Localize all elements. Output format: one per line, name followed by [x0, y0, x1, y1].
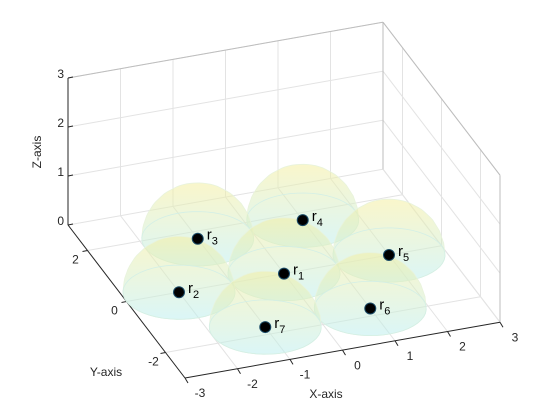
grid-line [165, 296, 481, 353]
x-axis-label: X-axis [309, 387, 342, 401]
point-label-sub: 6 [384, 305, 390, 317]
x-tick-label: 2 [459, 340, 466, 354]
point-label: r2 [188, 280, 199, 301]
point-label-text: r [312, 208, 317, 225]
point [173, 286, 185, 299]
z-tick [67, 76, 74, 79]
point-label-sub: 3 [212, 236, 218, 248]
x-tick-label: 1 [407, 349, 414, 363]
z-tick-label: 3 [57, 67, 64, 81]
point-label: r1 [293, 262, 304, 283]
point-label-sub: 1 [298, 271, 304, 283]
hemisphere-base [208, 299, 322, 355]
x-tick-label: -2 [247, 377, 258, 391]
x-tick [447, 331, 451, 337]
grid-line [67, 70, 384, 128]
point-label-text: r [379, 296, 384, 313]
z-tick-label: 0 [57, 214, 64, 228]
point-label-text: r [274, 315, 279, 332]
point-label-sub: 2 [193, 289, 199, 301]
z-tick-label: 2 [57, 116, 64, 130]
grid-line [67, 119, 384, 177]
x-tick [394, 340, 399, 347]
z-axis-label: Z-axis [30, 136, 44, 169]
grid-line [382, 70, 501, 225]
y-tick-label: -2 [148, 355, 159, 369]
point-label-sub: 4 [317, 217, 323, 229]
point-label-text: r [293, 262, 298, 279]
y-tick [82, 250, 88, 252]
x-tick-label: -3 [195, 386, 206, 400]
point-label-sub: 5 [403, 252, 409, 264]
point-label: r6 [379, 296, 390, 317]
y-tick [160, 352, 166, 354]
x-tick-label: 3 [512, 330, 519, 344]
point-label-sub: 7 [279, 324, 285, 336]
x-tick [342, 349, 346, 356]
x-tick [237, 368, 241, 374]
point-label: r7 [274, 315, 285, 336]
y-tick [121, 301, 127, 303]
x-tick [499, 321, 504, 328]
point [296, 214, 309, 227]
point [259, 321, 272, 334]
z-tick [67, 125, 74, 128]
point [278, 267, 290, 280]
point [364, 302, 377, 315]
point-label: r4 [312, 208, 323, 229]
x-tick [184, 377, 189, 384]
y-tick-label: 2 [72, 253, 79, 267]
point-label-text: r [207, 227, 212, 244]
point-label-text: r [188, 280, 193, 297]
box-edge [382, 21, 501, 176]
x-tick [289, 359, 294, 365]
grid-line [382, 119, 501, 274]
z-tick-label: 1 [57, 165, 64, 179]
x-tick-label: 0 [354, 358, 361, 372]
point [383, 249, 395, 261]
point-label-text: r [398, 243, 403, 260]
x-tick-label: -1 [300, 368, 311, 382]
y-axis-label: Y-axis [90, 365, 122, 379]
point-label: r3 [207, 227, 218, 248]
box-edge [67, 21, 384, 79]
z-tick [67, 223, 74, 226]
z-tick [67, 174, 74, 177]
point [191, 232, 204, 245]
point-label: r5 [398, 243, 409, 264]
y-tick-label: 0 [111, 304, 118, 318]
